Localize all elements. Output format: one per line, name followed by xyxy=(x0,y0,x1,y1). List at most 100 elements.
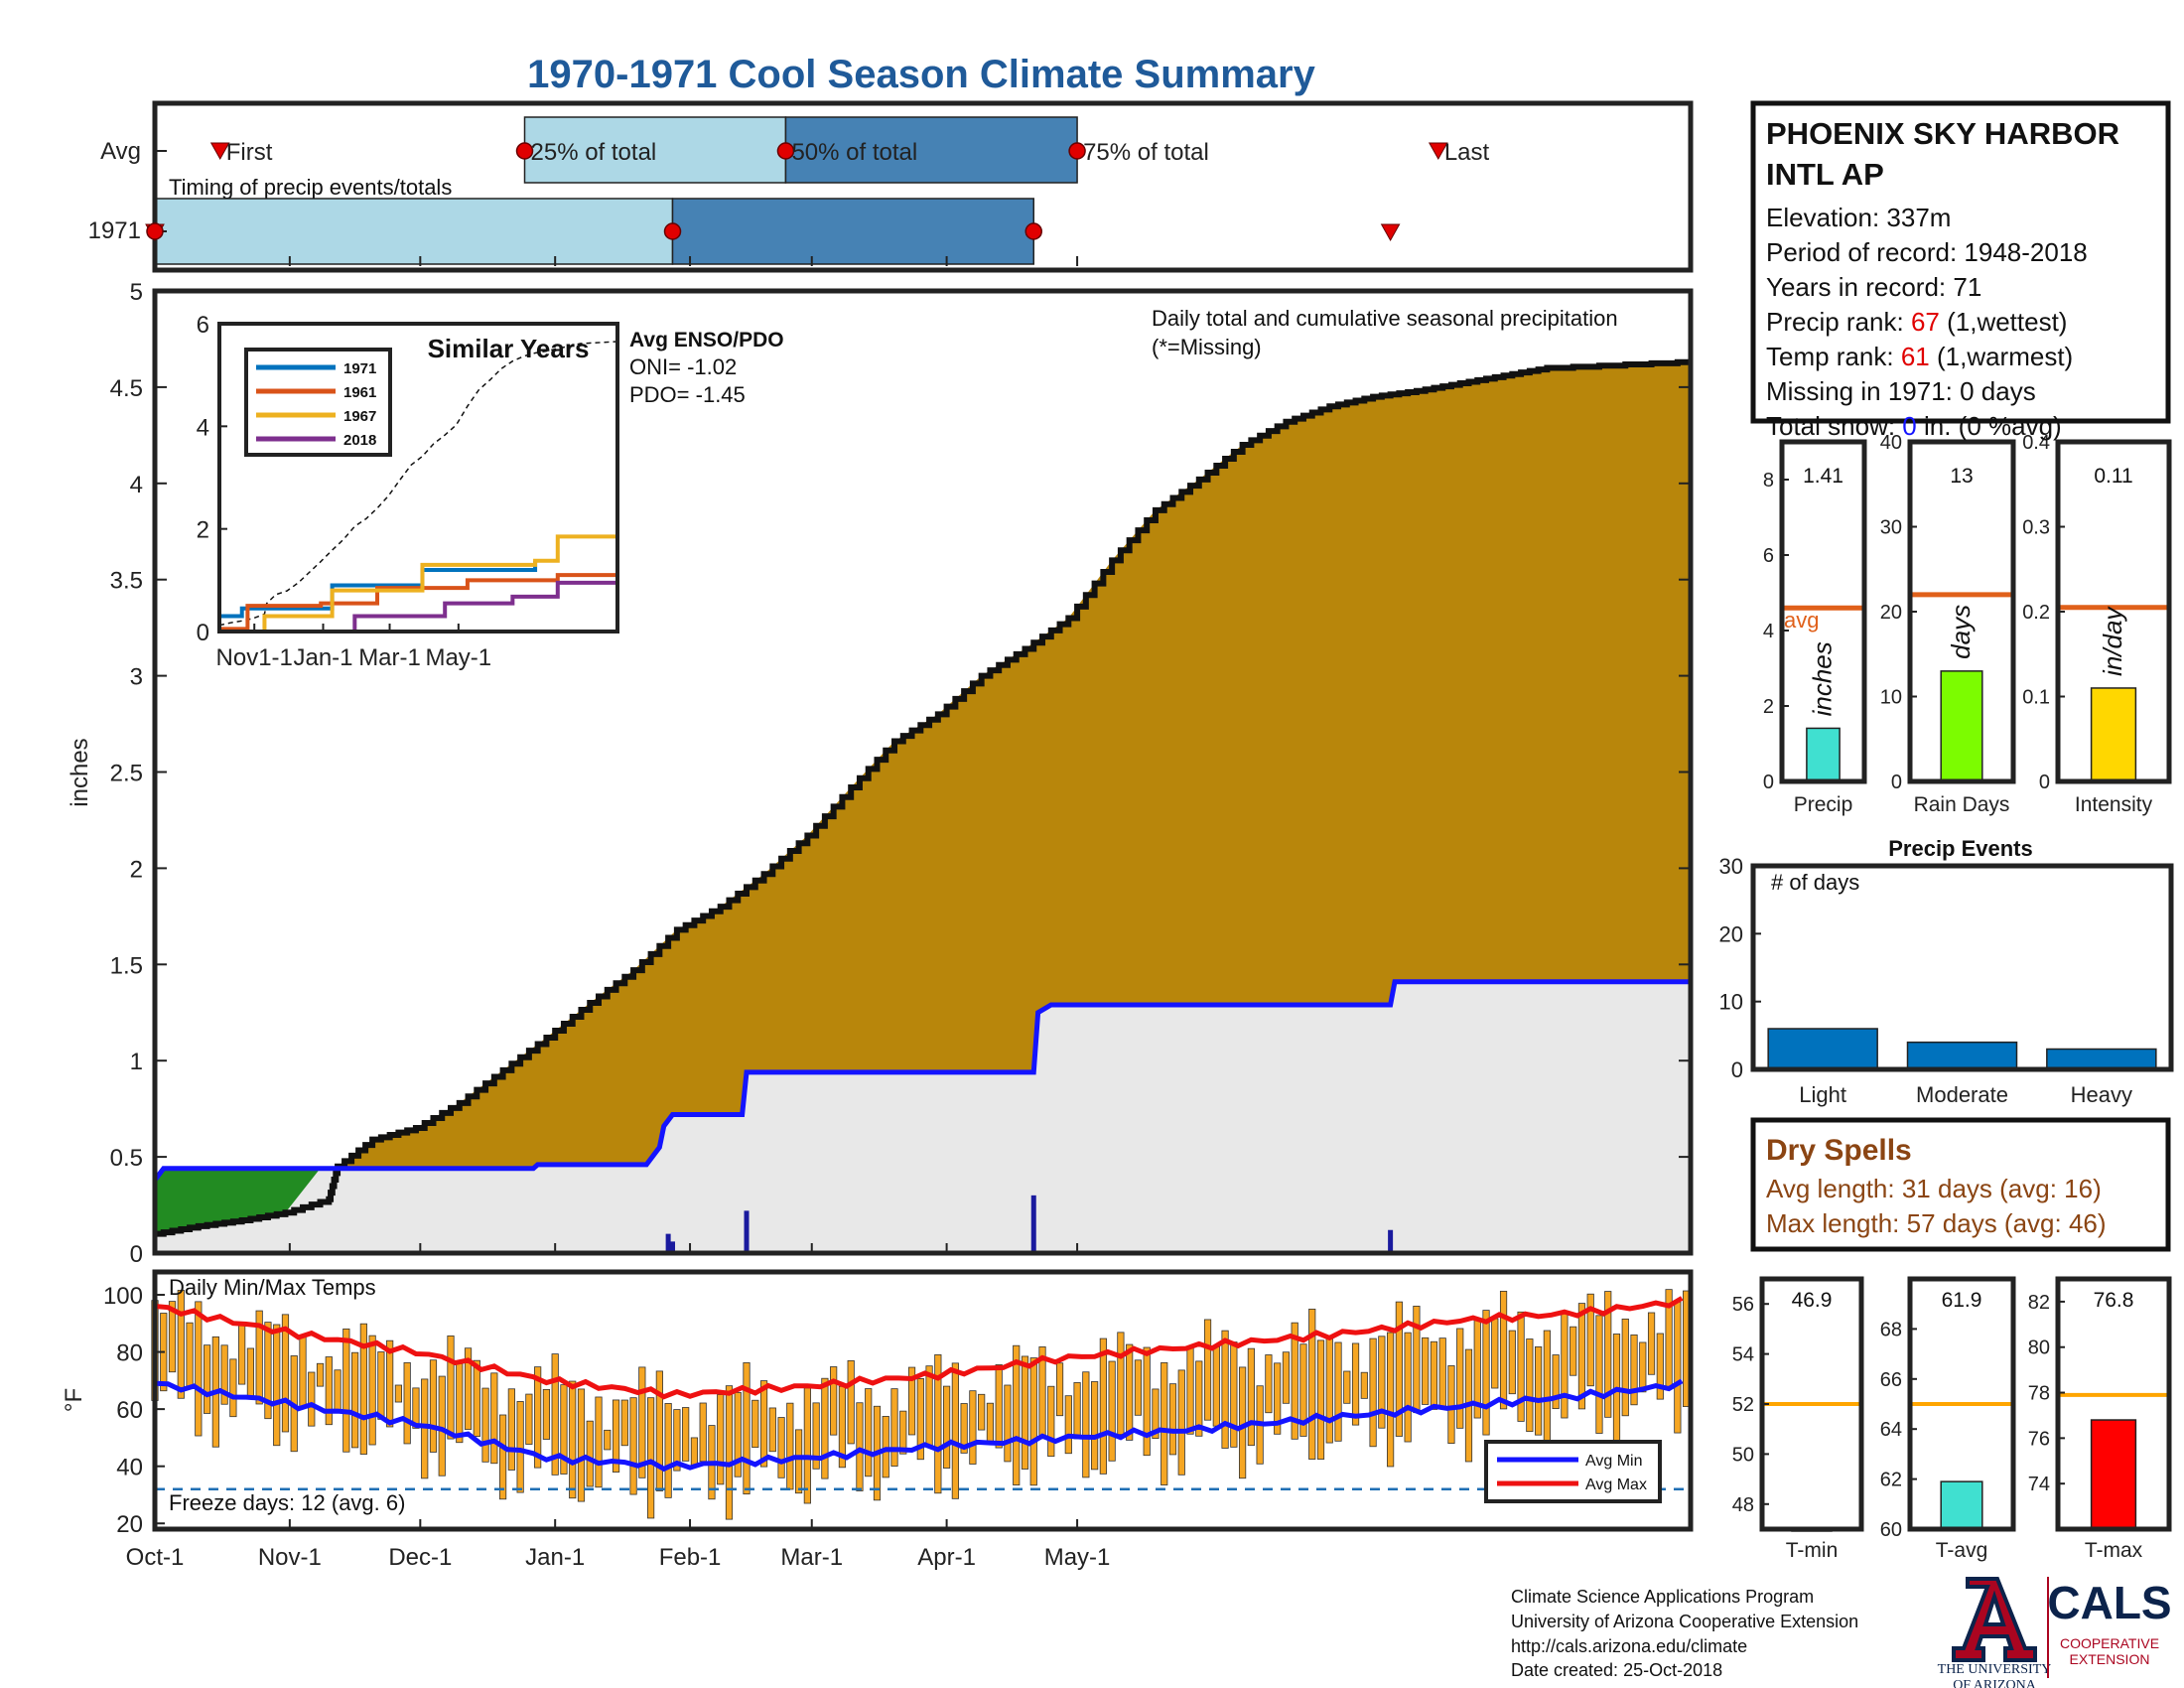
daily-temp-bar xyxy=(186,1322,194,1388)
daily-temp-bar xyxy=(1247,1347,1255,1447)
x-tick-label: Oct-1 xyxy=(126,1544,185,1571)
1971-p50-marker xyxy=(663,222,682,240)
daily-temp-bar xyxy=(255,1310,263,1405)
daily-temp-bar xyxy=(1091,1381,1099,1471)
timing-p50-label: 50% of total xyxy=(791,139,917,166)
temp-bars: 46.9 48 50 52 54 56 T-min 61.9 60 62 64 66 68 T-avg 76… xyxy=(1732,1276,2172,1562)
university-of-arizona-logo: THE UNIVERSITY OF ARIZONA xyxy=(1938,1577,2051,1688)
tavg-tick-label: 66 xyxy=(1880,1369,1902,1391)
daily-temp-bar xyxy=(1647,1312,1656,1375)
daily-temp-bar xyxy=(786,1402,794,1490)
daily-temp-bar xyxy=(560,1384,568,1475)
daily-temp-bar xyxy=(220,1344,228,1405)
ua-line2: OF ARIZONA xyxy=(1953,1678,2037,1688)
events-title: Precip Events xyxy=(1888,836,2033,861)
tmax-tick-label: 74 xyxy=(2028,1474,2050,1495)
inset-frame xyxy=(217,322,619,633)
daily-temp-bar xyxy=(673,1409,681,1472)
daily-temp-bar xyxy=(368,1335,376,1446)
daily-temp-bar xyxy=(759,1380,768,1468)
daily-temp-bar xyxy=(1595,1315,1603,1434)
daily-temp-bar xyxy=(1456,1328,1464,1429)
inset-legend-label: 2018 xyxy=(343,432,376,449)
inset-xtick-label: May-1 xyxy=(425,644,491,671)
daily-temp-bar xyxy=(821,1377,829,1479)
surplus-area xyxy=(155,1168,321,1253)
raindays-tick-label: 30 xyxy=(1880,517,1902,539)
dry-spells-box: Dry Spells Avg length: 31 days (avg: 16)… xyxy=(1750,1117,2171,1252)
x-tick-label: Mar-1 xyxy=(780,1544,843,1571)
inset-ytick-label: 6 xyxy=(197,312,209,339)
inset-xtick-label: Jan-1 xyxy=(293,644,352,671)
avg-min-line xyxy=(154,1378,1684,1473)
tavg-value: 61.9 xyxy=(1942,1289,1982,1312)
daily-temp-bar xyxy=(394,1384,403,1403)
x-tick-label: Feb-1 xyxy=(659,1544,722,1571)
inset-legend-label: 1971 xyxy=(343,360,376,377)
main-ytick-label: 4.5 xyxy=(110,375,143,402)
events-cat-label: Light xyxy=(1799,1082,1846,1107)
tavg-label: T-avg xyxy=(1936,1539,1988,1562)
events-tick-label: 0 xyxy=(1731,1057,1743,1082)
daily-temp-bar xyxy=(1491,1318,1499,1389)
daily-temp-bar xyxy=(1413,1306,1421,1414)
avg-first-marker xyxy=(209,142,230,161)
footer-line2: University of Arizona Cooperative Extens… xyxy=(1511,1612,1858,1631)
events-cat-label: Moderate xyxy=(1916,1082,2008,1107)
daily-precip-bar xyxy=(1030,1195,1036,1253)
daily-temp-bar xyxy=(350,1351,359,1449)
daily-temp-bar xyxy=(1430,1340,1438,1410)
tmax-tick-label: 78 xyxy=(2028,1383,2050,1405)
daily-temp-bar xyxy=(620,1399,628,1447)
station-years: Years in record: 71 xyxy=(1766,272,1981,302)
timing-last-label: Last xyxy=(1444,139,1490,166)
events-tick-label: 10 xyxy=(1719,990,1743,1015)
daily-temp-bar xyxy=(1316,1339,1325,1460)
precip-tick-label: 4 xyxy=(1763,621,1774,642)
tavg-tick-label: 60 xyxy=(1880,1519,1902,1541)
temps-panel: °F 20 40 60 80 100 Avg Min Avg Max Freeze days:… xyxy=(61,1269,1694,1571)
tmax-frame xyxy=(2055,1276,2172,1532)
enso-title: Avg ENSO/PDO xyxy=(629,329,784,352)
daily-temp-bar xyxy=(1561,1311,1569,1419)
tavg-tick-label: 64 xyxy=(1880,1419,1902,1441)
daily-temp-bar xyxy=(1230,1341,1238,1448)
daily-temp-bar xyxy=(1029,1357,1037,1486)
daily-temp-bar xyxy=(377,1351,385,1420)
daily-temp-bar xyxy=(717,1394,725,1485)
station-info-box: PHOENIX SKY HARBOR INTL AP Elevation: 33… xyxy=(1750,100,2171,441)
avg-p25-marker xyxy=(515,142,534,160)
daily-temp-bar xyxy=(1570,1326,1577,1376)
daily-precip-bar xyxy=(670,1241,676,1253)
x-tick-label: May-1 xyxy=(1044,1544,1111,1571)
footer-line3: http://cals.arizona.edu/climate xyxy=(1511,1636,1747,1656)
temps-ytick-label: 80 xyxy=(116,1340,143,1367)
cals-logo: CALS xyxy=(2047,1577,2171,1628)
daily-temp-bar xyxy=(1134,1359,1143,1416)
inset-title: Similar Years xyxy=(428,334,590,363)
precip-bar xyxy=(1806,727,1841,782)
daily-temp-bar xyxy=(604,1429,612,1451)
precip-avg-label: avg xyxy=(1784,608,1819,633)
avg-cumulative-line xyxy=(155,358,1691,1237)
raindays-label: Rain Days xyxy=(1914,793,2010,816)
tmin-label: T-min xyxy=(1786,1539,1839,1562)
precip-events-panel: Precip Events Light Moderate Heavy 0 10 20 30 #… xyxy=(1719,836,2174,1107)
main-ytick-label: 1.5 xyxy=(110,952,143,979)
daily-temp-bar xyxy=(551,1353,559,1476)
daily-temp-bar xyxy=(498,1414,507,1500)
daily-temp-bar xyxy=(577,1388,586,1502)
events-tick-label: 20 xyxy=(1719,921,1743,946)
events-ylabel: # of days xyxy=(1771,870,1859,895)
daily-temp-bar xyxy=(743,1362,751,1495)
main-ytick-label: 4 xyxy=(130,472,143,498)
1971-q1-box xyxy=(154,198,674,265)
daily-temp-bar xyxy=(1274,1362,1282,1435)
daily-temp-bar xyxy=(569,1380,577,1499)
station-snow: Total snow: 0 in. (0 %avg) xyxy=(1766,411,2062,441)
temps-caption: Daily Min/Max Temps xyxy=(169,1275,376,1300)
daily-temp-bar xyxy=(1577,1303,1586,1410)
temps-frame xyxy=(152,1269,1694,1532)
daily-temp-bar xyxy=(812,1402,820,1470)
precip-tick-label: 8 xyxy=(1763,470,1774,492)
